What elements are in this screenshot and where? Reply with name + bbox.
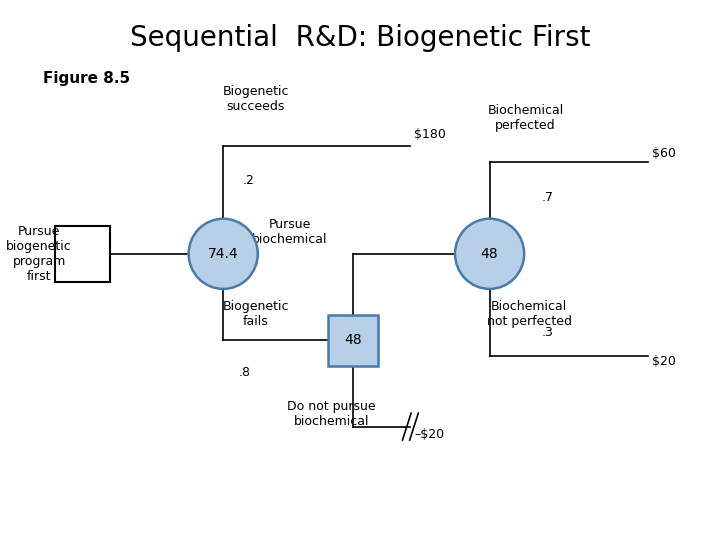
Bar — [328, 315, 378, 366]
Text: .8: .8 — [239, 366, 251, 379]
Text: 48: 48 — [481, 247, 498, 261]
Text: Pursue
biogenetic
program
first: Pursue biogenetic program first — [6, 225, 72, 283]
Text: Pursue
biochemical: Pursue biochemical — [252, 218, 328, 246]
Ellipse shape — [455, 219, 524, 289]
Ellipse shape — [189, 219, 258, 289]
Text: Biochemical
perfected: Biochemical perfected — [487, 104, 564, 132]
Bar — [55, 226, 110, 282]
Text: .2: .2 — [243, 174, 254, 187]
Text: 48: 48 — [344, 333, 361, 347]
Text: .3: .3 — [541, 326, 553, 339]
Text: 74.4: 74.4 — [208, 247, 238, 261]
Text: –$20: –$20 — [414, 428, 444, 441]
Text: .7: .7 — [541, 191, 553, 204]
Text: Do not pursue
biochemical: Do not pursue biochemical — [287, 400, 376, 428]
Text: Biochemical
not perfected: Biochemical not perfected — [487, 300, 572, 328]
Text: Biogenetic
succeeds: Biogenetic succeeds — [222, 85, 289, 113]
Text: $180: $180 — [414, 129, 446, 141]
Text: Sequential  R&D: Biogenetic First: Sequential R&D: Biogenetic First — [130, 24, 590, 52]
Text: $20: $20 — [652, 355, 675, 368]
Text: Figure 8.5: Figure 8.5 — [43, 71, 130, 86]
Text: $60: $60 — [652, 147, 675, 160]
Text: Biogenetic
fails: Biogenetic fails — [222, 300, 289, 328]
